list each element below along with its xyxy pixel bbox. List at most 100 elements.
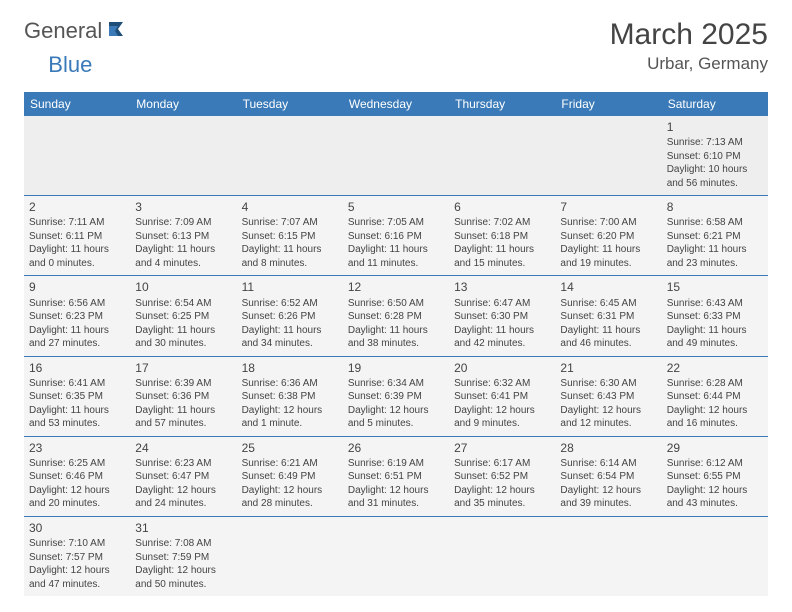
day-number: 15: [667, 279, 763, 295]
sunset-text: Sunset: 7:59 PM: [135, 551, 231, 565]
day-number: 31: [135, 520, 231, 536]
daylight-text: Daylight: 11 hours and 0 minutes.: [29, 243, 125, 270]
sunrise-text: Sunrise: 6:12 AM: [667, 457, 763, 471]
daylight-text: Daylight: 11 hours and 46 minutes.: [560, 324, 656, 351]
daylight-text: Daylight: 12 hours and 16 minutes.: [667, 404, 763, 431]
title-block: March 2025 Urbar, Germany: [610, 18, 768, 74]
day-number: 28: [560, 440, 656, 456]
sunrise-text: Sunrise: 7:08 AM: [135, 537, 231, 551]
calendar-empty-cell: [662, 516, 768, 596]
calendar-empty-cell: [555, 116, 661, 196]
calendar-day-cell: 4Sunrise: 7:07 AMSunset: 6:15 PMDaylight…: [237, 196, 343, 276]
daylight-text: Daylight: 12 hours and 12 minutes.: [560, 404, 656, 431]
sunset-text: Sunset: 6:43 PM: [560, 390, 656, 404]
day-number: 8: [667, 199, 763, 215]
sunrise-text: Sunrise: 6:21 AM: [242, 457, 338, 471]
calendar-day-cell: 2Sunrise: 7:11 AMSunset: 6:11 PMDaylight…: [24, 196, 130, 276]
daylight-text: Daylight: 12 hours and 1 minute.: [242, 404, 338, 431]
calendar-day-cell: 21Sunrise: 6:30 AMSunset: 6:43 PMDayligh…: [555, 356, 661, 436]
daylight-text: Daylight: 12 hours and 47 minutes.: [29, 564, 125, 591]
logo-text-blue: Blue: [48, 52, 92, 78]
weekday-header: Sunday: [24, 92, 130, 116]
flag-icon: [108, 18, 134, 44]
sunrise-text: Sunrise: 6:34 AM: [348, 377, 444, 391]
calendar-day-cell: 14Sunrise: 6:45 AMSunset: 6:31 PMDayligh…: [555, 276, 661, 356]
sunrise-text: Sunrise: 7:13 AM: [667, 136, 763, 150]
day-number: 9: [29, 279, 125, 295]
daylight-text: Daylight: 11 hours and 23 minutes.: [667, 243, 763, 270]
sunrise-text: Sunrise: 7:11 AM: [29, 216, 125, 230]
calendar-day-cell: 29Sunrise: 6:12 AMSunset: 6:55 PMDayligh…: [662, 436, 768, 516]
daylight-text: Daylight: 12 hours and 43 minutes.: [667, 484, 763, 511]
calendar-day-cell: 31Sunrise: 7:08 AMSunset: 7:59 PMDayligh…: [130, 516, 236, 596]
day-number: 16: [29, 360, 125, 376]
sunrise-text: Sunrise: 6:23 AM: [135, 457, 231, 471]
day-number: 29: [667, 440, 763, 456]
sunrise-text: Sunrise: 6:47 AM: [454, 297, 550, 311]
daylight-text: Daylight: 11 hours and 38 minutes.: [348, 324, 444, 351]
calendar-empty-cell: [343, 116, 449, 196]
sunset-text: Sunset: 6:13 PM: [135, 230, 231, 244]
daylight-text: Daylight: 11 hours and 57 minutes.: [135, 404, 231, 431]
calendar-day-cell: 1Sunrise: 7:13 AMSunset: 6:10 PMDaylight…: [662, 116, 768, 196]
calendar-day-cell: 10Sunrise: 6:54 AMSunset: 6:25 PMDayligh…: [130, 276, 236, 356]
sunrise-text: Sunrise: 7:10 AM: [29, 537, 125, 551]
day-number: 5: [348, 199, 444, 215]
sunrise-text: Sunrise: 7:09 AM: [135, 216, 231, 230]
weekday-header: Thursday: [449, 92, 555, 116]
daylight-text: Daylight: 11 hours and 34 minutes.: [242, 324, 338, 351]
daylight-text: Daylight: 11 hours and 30 minutes.: [135, 324, 231, 351]
calendar-day-cell: 12Sunrise: 6:50 AMSunset: 6:28 PMDayligh…: [343, 276, 449, 356]
sunrise-text: Sunrise: 7:00 AM: [560, 216, 656, 230]
day-number: 27: [454, 440, 550, 456]
sunrise-text: Sunrise: 6:58 AM: [667, 216, 763, 230]
sunset-text: Sunset: 6:31 PM: [560, 310, 656, 324]
sunset-text: Sunset: 6:30 PM: [454, 310, 550, 324]
day-number: 1: [667, 119, 763, 135]
day-number: 6: [454, 199, 550, 215]
daylight-text: Daylight: 11 hours and 53 minutes.: [29, 404, 125, 431]
sunrise-text: Sunrise: 6:43 AM: [667, 297, 763, 311]
daylight-text: Daylight: 11 hours and 27 minutes.: [29, 324, 125, 351]
sunset-text: Sunset: 6:38 PM: [242, 390, 338, 404]
day-number: 20: [454, 360, 550, 376]
day-number: 23: [29, 440, 125, 456]
calendar-day-cell: 7Sunrise: 7:00 AMSunset: 6:20 PMDaylight…: [555, 196, 661, 276]
calendar-day-cell: 23Sunrise: 6:25 AMSunset: 6:46 PMDayligh…: [24, 436, 130, 516]
logo-text-general: General: [24, 18, 102, 44]
sunset-text: Sunset: 6:16 PM: [348, 230, 444, 244]
sunset-text: Sunset: 6:25 PM: [135, 310, 231, 324]
calendar-day-cell: 15Sunrise: 6:43 AMSunset: 6:33 PMDayligh…: [662, 276, 768, 356]
day-number: 3: [135, 199, 231, 215]
daylight-text: Daylight: 11 hours and 11 minutes.: [348, 243, 444, 270]
calendar-day-cell: 30Sunrise: 7:10 AMSunset: 7:57 PMDayligh…: [24, 516, 130, 596]
day-number: 13: [454, 279, 550, 295]
daylight-text: Daylight: 12 hours and 9 minutes.: [454, 404, 550, 431]
calendar-empty-cell: [130, 116, 236, 196]
day-number: 17: [135, 360, 231, 376]
sunrise-text: Sunrise: 6:56 AM: [29, 297, 125, 311]
daylight-text: Daylight: 12 hours and 50 minutes.: [135, 564, 231, 591]
sunrise-text: Sunrise: 7:07 AM: [242, 216, 338, 230]
calendar-week-row: 23Sunrise: 6:25 AMSunset: 6:46 PMDayligh…: [24, 436, 768, 516]
calendar-day-cell: 24Sunrise: 6:23 AMSunset: 6:47 PMDayligh…: [130, 436, 236, 516]
sunset-text: Sunset: 6:35 PM: [29, 390, 125, 404]
sunrise-text: Sunrise: 6:45 AM: [560, 297, 656, 311]
sunset-text: Sunset: 6:39 PM: [348, 390, 444, 404]
calendar-day-cell: 8Sunrise: 6:58 AMSunset: 6:21 PMDaylight…: [662, 196, 768, 276]
day-number: 4: [242, 199, 338, 215]
sunset-text: Sunset: 6:55 PM: [667, 470, 763, 484]
calendar-day-cell: 17Sunrise: 6:39 AMSunset: 6:36 PMDayligh…: [130, 356, 236, 436]
sunset-text: Sunset: 6:20 PM: [560, 230, 656, 244]
month-title: March 2025: [610, 18, 768, 52]
daylight-text: Daylight: 12 hours and 24 minutes.: [135, 484, 231, 511]
day-number: 26: [348, 440, 444, 456]
day-number: 7: [560, 199, 656, 215]
calendar-day-cell: 26Sunrise: 6:19 AMSunset: 6:51 PMDayligh…: [343, 436, 449, 516]
daylight-text: Daylight: 10 hours and 56 minutes.: [667, 163, 763, 190]
calendar-day-cell: 18Sunrise: 6:36 AMSunset: 6:38 PMDayligh…: [237, 356, 343, 436]
sunrise-text: Sunrise: 6:39 AM: [135, 377, 231, 391]
day-number: 18: [242, 360, 338, 376]
day-number: 22: [667, 360, 763, 376]
sunrise-text: Sunrise: 6:30 AM: [560, 377, 656, 391]
